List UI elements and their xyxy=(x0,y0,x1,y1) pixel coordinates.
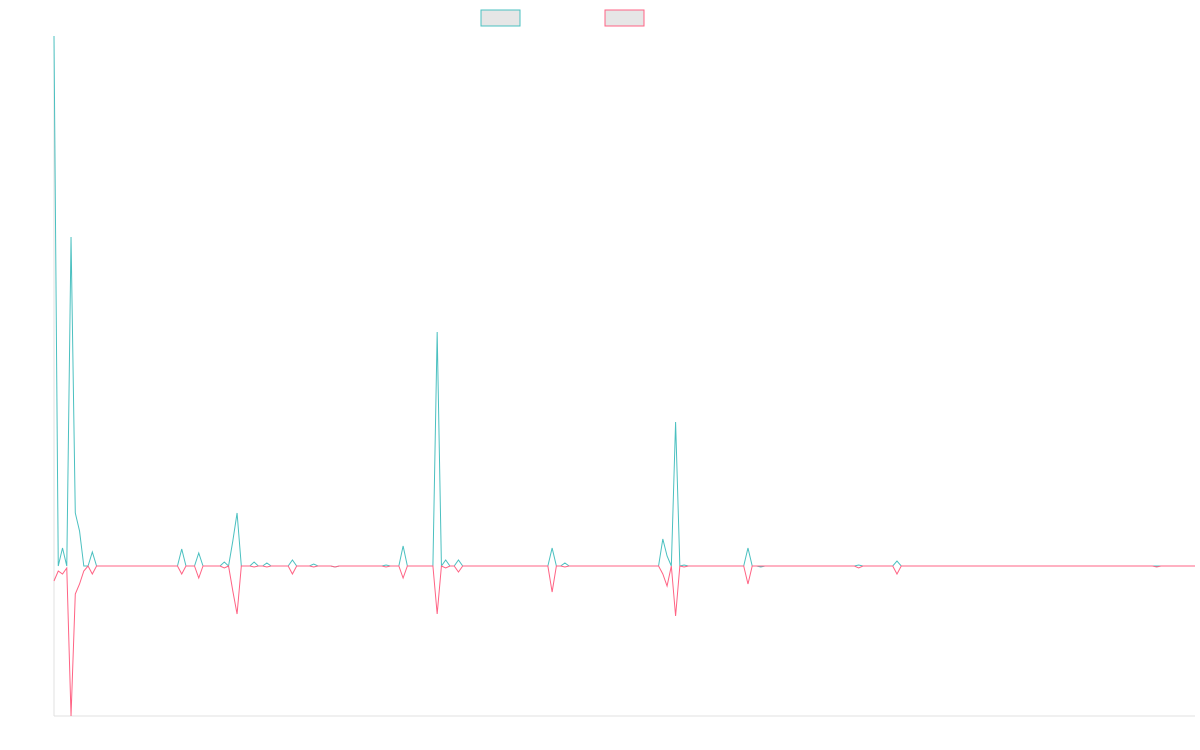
series-line xyxy=(53,565,1195,717)
series-line xyxy=(53,35,1195,568)
legend-swatch xyxy=(604,9,645,27)
legend-swatch xyxy=(480,9,521,27)
